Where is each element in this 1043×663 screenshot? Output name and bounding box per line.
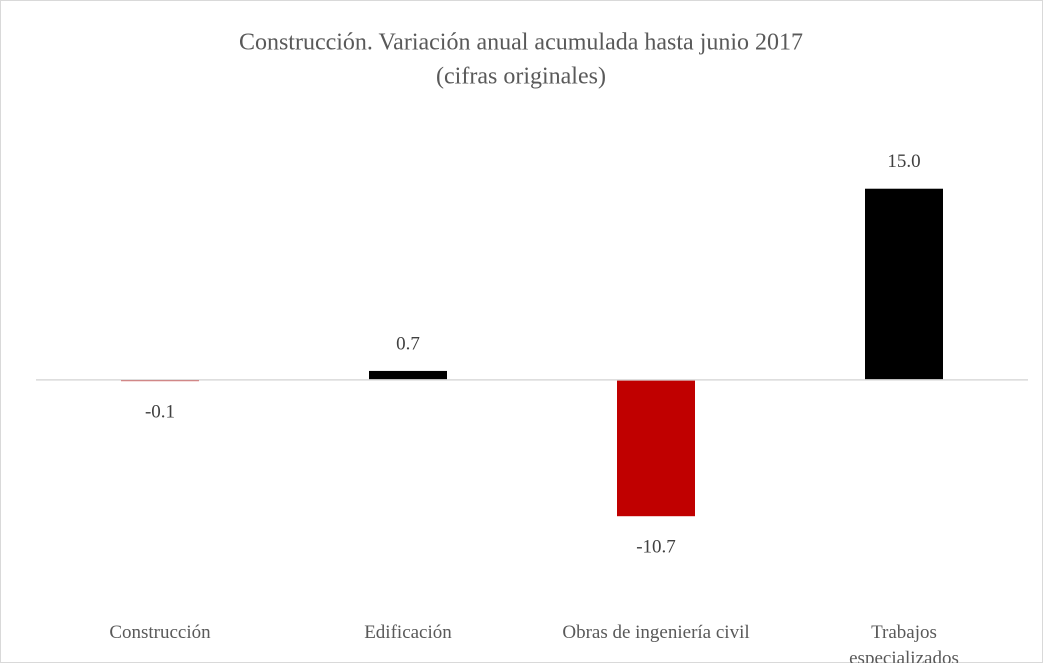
bar	[369, 370, 447, 380]
data-label: 15.0	[887, 151, 920, 172]
chart-title: Construcción. Variación anual acumulada …	[239, 30, 803, 56]
x-tick-label: Obras de ingeniería civil	[562, 622, 750, 643]
x-tick-label: Edificación	[364, 622, 452, 643]
data-label: -10.7	[636, 537, 676, 558]
bar	[617, 379, 695, 517]
chart-subtitle: (cifras originales)	[436, 64, 606, 90]
bar	[865, 188, 943, 380]
x-tick-label: Construcción	[109, 622, 211, 643]
x-tick-label: Trabajos especializados	[849, 622, 959, 663]
data-label: 0.7	[396, 333, 420, 354]
data-label: -0.1	[145, 401, 175, 422]
